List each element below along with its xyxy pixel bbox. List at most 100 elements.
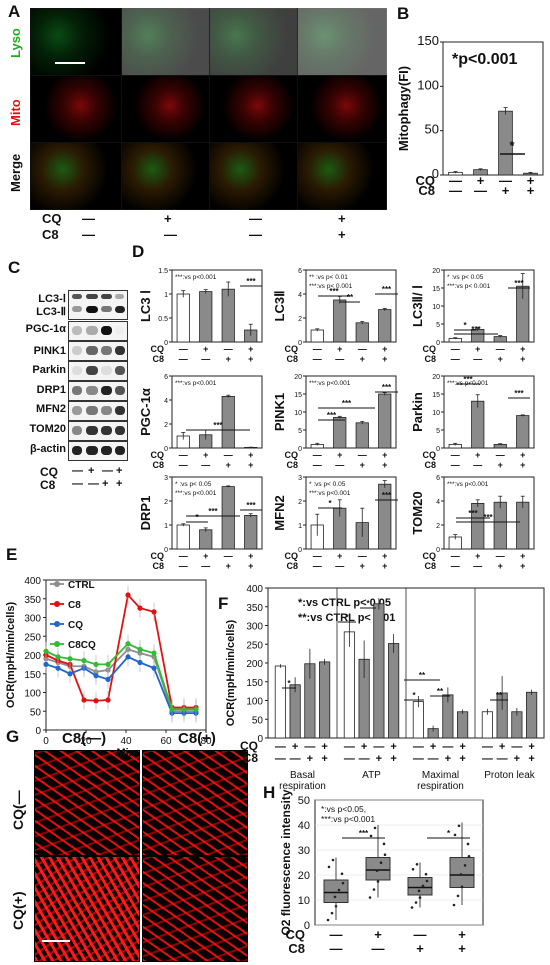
h-sig-2-label: * (447, 829, 451, 838)
e-point-cq-7 (125, 654, 131, 660)
d-lc3i-ytick-label-3: 1.5 (158, 268, 168, 275)
d-drp1-legend-2: ***:vs p<0.001 (175, 490, 217, 497)
d-lc3ii-cq-mark-3: — (358, 344, 367, 354)
h-cq-mark-1: — (330, 927, 343, 942)
d-lc3i-cq-label: CQ (151, 344, 165, 354)
e-ytick-label-8: 400 (24, 576, 41, 587)
d-pink1-c8-label: C8 (286, 460, 298, 470)
f-bar-3-4 (457, 711, 469, 739)
d-pink1-c8-mark-2: — (335, 460, 344, 470)
h-c8-mark-2: — (372, 941, 385, 956)
e-ylabel: OCR(mpH/min/cells) (5, 601, 17, 708)
blot-strip-tom20 (68, 421, 128, 441)
h-point-2-7 (376, 880, 380, 883)
d-lc3i-bar-2 (199, 291, 213, 343)
d-lc3i-c8-mark-3: + (226, 354, 231, 364)
panel-a-cq-mark-3: — (249, 211, 262, 226)
f-bar-2-3 (373, 603, 385, 739)
h-point-3-9 (415, 863, 419, 866)
e-xtick-label-2: 40 (120, 736, 132, 747)
h-point-1-5 (337, 888, 341, 892)
d-lc3i-bar-3 (221, 288, 235, 343)
f-ytick-label-1: 50 (252, 715, 264, 726)
d-drp1-c8-label: C8 (152, 561, 164, 571)
f-ytick-label-6: 300 (246, 622, 263, 633)
e-xtick-label-3: 60 (160, 736, 172, 747)
e-ytick-label-0: 0 (35, 726, 41, 737)
h-point-4-8 (467, 855, 471, 858)
blot-label-parkin: Parkin (32, 364, 66, 376)
scale-bar (55, 62, 85, 64)
d-pgc-bar-3 (221, 395, 235, 449)
d-drp1-cq-mark-1: — (179, 551, 188, 561)
micrograph-mito-3 (209, 75, 298, 143)
f-cq-mark-2-4: + (390, 741, 396, 753)
b-cq-label: CQ (416, 173, 436, 188)
f-sig-leak-label: ** (496, 691, 503, 700)
f-c8-mark-3-4: + (459, 753, 465, 765)
d-mfn2-ytick-label-0: 0 (298, 547, 302, 554)
blot-label-pink1: PINK1 (33, 345, 66, 357)
panel-c-cq-label: CQ (40, 465, 58, 479)
d-lc3i-cq-mark-3: — (224, 344, 233, 354)
e-point-cq-2 (55, 665, 61, 671)
d-lc3i-ytick-label-2: 1 (164, 292, 168, 299)
f-cq-mark-4-4: + (528, 741, 534, 753)
d-mfn2-cq-label: CQ (285, 551, 299, 561)
e-point-c8cq-10 (169, 706, 175, 712)
b-cq-mark-2: + (477, 173, 485, 188)
b-c8-label: C8 (418, 183, 435, 198)
f-ytick-label-7: 350 (246, 603, 263, 614)
d-lc3ratio-sig-1-label: * (463, 321, 467, 330)
h-box-1 (323, 879, 349, 903)
panel-c-c8-label: C8 (40, 478, 56, 492)
d-drp1-cq-mark-4: + (248, 551, 253, 561)
d-parkin-c8-mark-1: — (451, 460, 460, 470)
d-parkin-bar-4 (516, 415, 530, 449)
e-point-c8cq-2 (55, 654, 61, 660)
d-tom20-sig-2-label: *** (483, 513, 493, 522)
e-legend-dot-3 (54, 641, 60, 647)
e-legend-label-3: C8CQ (68, 640, 96, 651)
d-pgc-ylabel: PGC-1α (138, 388, 153, 436)
d-lc3ratio-cq-mark-4: + (520, 344, 525, 354)
h-point-4-7 (460, 885, 464, 889)
f-cq-mark-3-2: + (430, 741, 436, 753)
e-series-line-c8cq (45, 642, 196, 711)
e-legend-dot-0 (54, 581, 60, 587)
e-xtick-label-1: 20 (80, 736, 92, 747)
d-lc3ii-cq-mark-1: — (313, 344, 322, 354)
b-frame (442, 41, 544, 176)
d-pgc-c8-mark-1: — (179, 460, 188, 470)
blot-strip-pgc1a (68, 321, 128, 341)
f-ytick-label-5: 250 (246, 640, 263, 651)
f-ytick-label-8: 400 (246, 584, 263, 595)
blot-strip-b-actin (68, 441, 128, 461)
f-group-label-1-2: respiration (279, 781, 326, 792)
f-c8-mark-4-3: + (514, 753, 520, 765)
d-drp1-ytick-label-2: 2 (164, 499, 168, 506)
h-point-1-6 (327, 865, 331, 869)
e-ytick-label-6: 300 (24, 614, 41, 625)
e-ytick-label-2: 100 (24, 689, 41, 700)
e-point-c8cq-12 (193, 706, 199, 712)
f-cq-mark-1-3: — (304, 741, 315, 753)
b-sig-star: * (509, 138, 515, 153)
e-point-cq-8 (137, 659, 143, 666)
b-c8-mark-2: — (474, 183, 487, 198)
f-bar-4-3 (511, 711, 523, 739)
b-c8-mark-4: + (527, 183, 535, 198)
panel-a-c8-mark-1: — (82, 227, 95, 242)
h-point-3-5 (421, 884, 425, 888)
d-lc3ii-legend-2: ***:vs p< 0.001 (309, 283, 353, 290)
h-ytick-label-4: 40 (298, 820, 310, 832)
d-tom20-c8-mark-3: + (498, 561, 503, 571)
e-point-c8cq-1 (43, 648, 49, 654)
g-scale-bar (42, 940, 70, 942)
h-point-4-9 (457, 824, 461, 828)
d-lc3ii-bar-3 (355, 322, 369, 343)
blot-strip-lc3 (68, 290, 128, 320)
d-lc3ratio-cq-mark-1: — (451, 344, 460, 354)
h-point-3-1 (410, 906, 414, 909)
h-sig-1-label: *** (359, 829, 369, 838)
